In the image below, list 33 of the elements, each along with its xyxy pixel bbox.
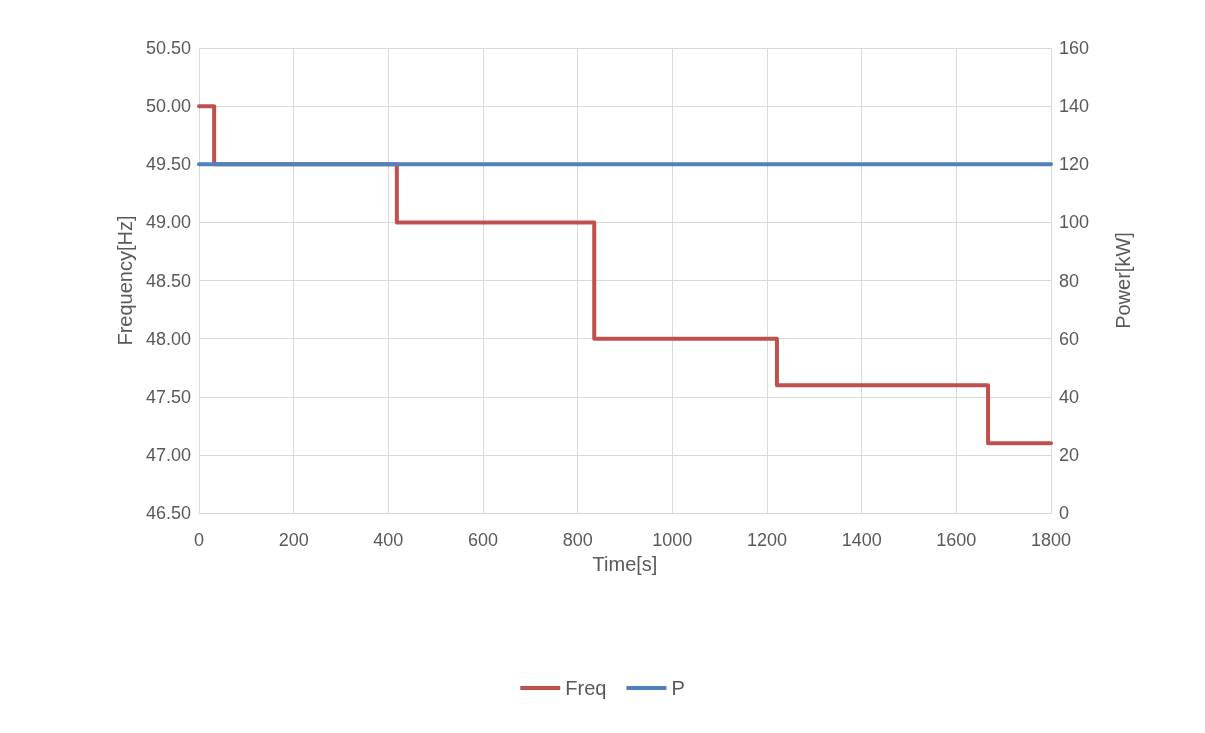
x-tick-label: 1200 (746, 530, 788, 550)
y2-axis-title: Power[kW] (1112, 232, 1134, 329)
x-tick-label: 0 (193, 530, 205, 550)
y2-tick-label: 100 (1059, 212, 1090, 233)
x-tick-label: 1800 (1030, 530, 1072, 550)
x-tick-label: 400 (373, 530, 404, 550)
y-tick-label: 46.50 (145, 503, 191, 523)
y2-tick-label: 140 (1059, 96, 1090, 117)
y2-tick-label: 40 (1059, 386, 1080, 407)
y-tick-label: 49.50 (145, 154, 191, 175)
y2-tick-label: 80 (1059, 270, 1080, 291)
y2-tick-label: 0 (1059, 503, 1070, 523)
x-tick-label: 1600 (936, 530, 977, 550)
x-tick-label: 600 (467, 530, 499, 550)
y2-tick-label: 60 (1059, 328, 1080, 349)
y-tick-label: 49.00 (145, 212, 191, 233)
x-tick-label: 1400 (841, 530, 882, 550)
y-tick-label: 50.00 (145, 96, 191, 117)
y-axis-title: Frequency[Hz] (114, 215, 137, 346)
legend-label: P (671, 677, 685, 699)
y2-tick-label: 160 (1059, 38, 1090, 58)
legend-label: Freq (565, 677, 607, 699)
x-tick-label: 800 (562, 530, 593, 550)
y-tick-label: 48.00 (145, 328, 191, 349)
y2-tick-label: 120 (1059, 154, 1090, 175)
y-tick-label: 50.50 (145, 38, 191, 58)
x-tick-label: 1000 (652, 530, 693, 550)
y2-tick-label: 20 (1059, 444, 1080, 465)
y-tick-label: 47.50 (145, 386, 191, 407)
y-tick-label: 48.50 (145, 270, 191, 291)
x-tick-label: 200 (278, 530, 309, 550)
x-axis-title: Time[s] (592, 552, 658, 575)
y-tick-label: 47.00 (145, 444, 191, 465)
